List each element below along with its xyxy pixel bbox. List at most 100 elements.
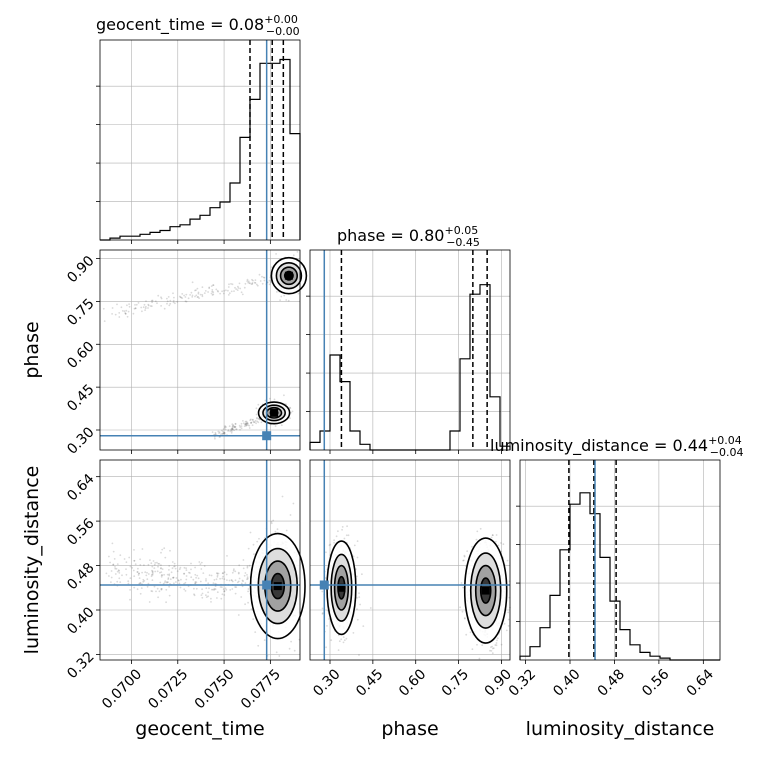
scatter-point [201, 596, 204, 599]
scatter-point [491, 647, 494, 650]
scatter-point [223, 290, 226, 292]
scatter-point [179, 566, 182, 569]
scatter-point [185, 300, 188, 303]
scatter-point [260, 421, 263, 424]
scatter-point [167, 577, 170, 579]
scatter-point [112, 563, 115, 566]
scatter-point [133, 559, 136, 562]
scatter-point [256, 284, 259, 287]
scatter-point [213, 587, 216, 590]
scatter-point [148, 601, 151, 603]
scatter-point [168, 304, 171, 307]
scatter-point [255, 422, 257, 425]
scatter-point [212, 291, 215, 294]
scatter-point [244, 282, 247, 285]
x-tick-label-luminosity_distance-0: 0.32 [506, 666, 539, 699]
scatter-point [276, 528, 279, 531]
scatter-point [150, 299, 153, 302]
scatter-point [114, 567, 117, 570]
x-tick-label-geocent_time-1: 0.0725 [145, 666, 191, 712]
scatter-point [194, 582, 197, 585]
scatter-point [166, 302, 168, 305]
scatter-point [227, 286, 230, 288]
scatter-point [251, 278, 253, 281]
scatter-point [121, 574, 123, 577]
scatter-point [235, 288, 238, 290]
scatter-point [463, 554, 466, 557]
scatter-point [253, 421, 256, 423]
scatter-point [491, 534, 494, 536]
scatter-point [359, 603, 361, 606]
y-tick-label-luminosity_distance-0: 0.32 [64, 649, 97, 682]
scatter-point [237, 614, 240, 616]
scatter-point [358, 654, 360, 656]
scatter-point [154, 300, 157, 303]
scatter-point [117, 569, 120, 572]
scatter-point [490, 650, 493, 652]
scatter-point [126, 304, 128, 307]
scatter-point [184, 296, 187, 298]
scatter-point [335, 535, 338, 538]
scatter-point [145, 300, 147, 302]
scatter-point [292, 254, 295, 257]
scatter-point [172, 576, 175, 579]
scatter-point [245, 422, 247, 425]
scatter-point [240, 291, 243, 294]
scatter-point [210, 601, 212, 603]
scatter-point [237, 285, 239, 288]
scatter-point [263, 279, 266, 282]
scatter-point [255, 413, 258, 416]
scatter-point [245, 422, 247, 425]
scatter-point [187, 297, 190, 300]
scatter-point [231, 579, 233, 582]
scatter-point [222, 572, 224, 575]
scatter-point [256, 540, 259, 543]
scatter-point [139, 558, 142, 561]
scatter-point [219, 586, 222, 588]
scatter-point [239, 428, 241, 431]
scatter-point [290, 640, 292, 643]
scatter-point [233, 429, 236, 432]
scatter-point [268, 283, 271, 286]
y-tick-label-phase-1: 0.45 [64, 381, 97, 414]
scatter-point [240, 582, 243, 585]
scatter-point [230, 427, 233, 430]
scatter-point [183, 588, 186, 591]
scatter-point [210, 597, 212, 600]
x-tick-label-phase-2: 0.60 [396, 666, 429, 699]
scatter-point [108, 555, 110, 558]
scatter-point [197, 577, 200, 580]
scatter-point [196, 574, 199, 577]
scatter-point [161, 574, 164, 577]
scatter-point [244, 582, 247, 584]
scatter-point [495, 540, 497, 543]
scatter-point [161, 588, 163, 590]
scatter-point [254, 419, 257, 422]
scatter-point [495, 644, 498, 647]
scatter-point [356, 597, 358, 599]
scatter-point [361, 573, 363, 576]
scatter-point [240, 422, 243, 425]
scatter-point [490, 646, 492, 648]
scatter-point [196, 296, 199, 298]
scatter-point [184, 581, 187, 584]
scatter-point [291, 410, 294, 413]
scatter-point [243, 286, 246, 289]
scatter-point [183, 294, 186, 297]
scatter-point [156, 302, 158, 305]
scatter-point [183, 566, 186, 569]
scatter-point [494, 644, 497, 646]
scatter-point [278, 655, 281, 657]
scatter-point [352, 555, 355, 558]
scatter-point [127, 582, 130, 585]
scatter-point [220, 597, 223, 600]
panel-frame-phase_vs_luminosity_distance [309, 459, 511, 661]
scatter-point [142, 306, 145, 309]
y-tick-label-phase-2: 0.60 [64, 339, 97, 372]
scatter-point [325, 551, 327, 554]
scatter-point [207, 291, 210, 293]
scatter-point [125, 309, 128, 312]
scatter-point [138, 577, 141, 579]
scatter-point [208, 587, 210, 590]
scatter-point [329, 543, 332, 546]
